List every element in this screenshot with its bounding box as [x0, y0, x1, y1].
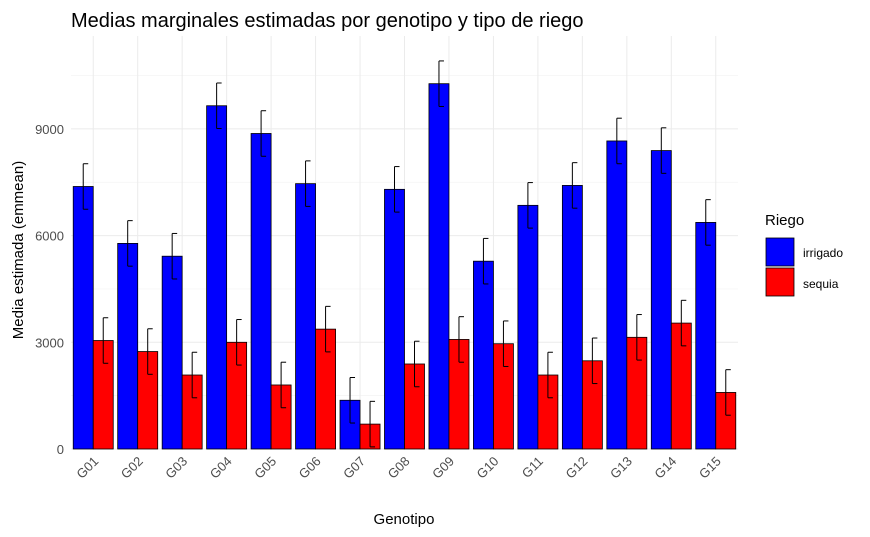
y-tick-label: 0: [57, 442, 64, 457]
legend: Riego irrigado sequia: [765, 212, 843, 297]
legend-title: Riego: [765, 212, 804, 229]
bar-irrigado-G12: [561, 185, 583, 450]
bar-irrigado-G10: [473, 260, 494, 450]
legend-swatch-irrigado: [765, 237, 795, 267]
bar-irrigado-G11: [517, 204, 539, 450]
x-tick-label: G02: [118, 454, 146, 482]
y-tick-label: 9000: [35, 122, 64, 137]
x-axis-title: Genotipo: [374, 511, 435, 528]
x-tick-label: G07: [340, 454, 368, 482]
x-tick-label: G12: [563, 454, 591, 482]
x-tick-label: G08: [385, 454, 413, 482]
x-tick-label: G10: [474, 454, 502, 482]
x-tick-label: G14: [651, 454, 679, 482]
legend-label-sequia: sequia: [803, 277, 839, 291]
legend-swatch-sequia: [765, 267, 795, 297]
y-tick-label: 6000: [35, 229, 64, 244]
chart-title: Medias marginales estimadas por genotipo…: [71, 10, 584, 32]
y-tick-label: 3000: [35, 335, 64, 350]
bar-irrigado-G05: [250, 133, 272, 450]
bar-irrigado-G02: [117, 243, 139, 450]
bar-irrigado-G01: [72, 186, 94, 450]
x-tick-label: G11: [519, 454, 546, 481]
x-tick-label: G13: [607, 454, 635, 482]
bar-irrigado-G15: [695, 222, 717, 450]
x-tick-label: G05: [251, 454, 279, 482]
x-tick-label: G03: [162, 454, 190, 482]
bar-irrigado-G06: [295, 183, 316, 450]
x-tick-label: G09: [429, 454, 457, 482]
x-tick-label: G15: [696, 454, 724, 482]
bar-irrigado-G04: [206, 105, 228, 450]
x-tick-label: G01: [73, 454, 101, 482]
bar-irrigado-G03: [161, 255, 183, 450]
y-axis-title: Media estimada (emmean): [10, 161, 27, 339]
bar-irrigado-G08: [384, 188, 405, 450]
x-tick-label: G06: [296, 454, 324, 482]
legend-label-irrigado: irrigado: [803, 246, 843, 260]
x-tick-label: G04: [207, 454, 235, 482]
plot-area: 0 3000 6000 9000 G01 G02 G03 G04 G05 G06 G07 G08 G09…: [35, 36, 738, 482]
bar-irrigado-G14: [650, 150, 672, 450]
bar-irrigado-G09: [428, 83, 450, 450]
bar-irrigado-G13: [606, 140, 628, 450]
